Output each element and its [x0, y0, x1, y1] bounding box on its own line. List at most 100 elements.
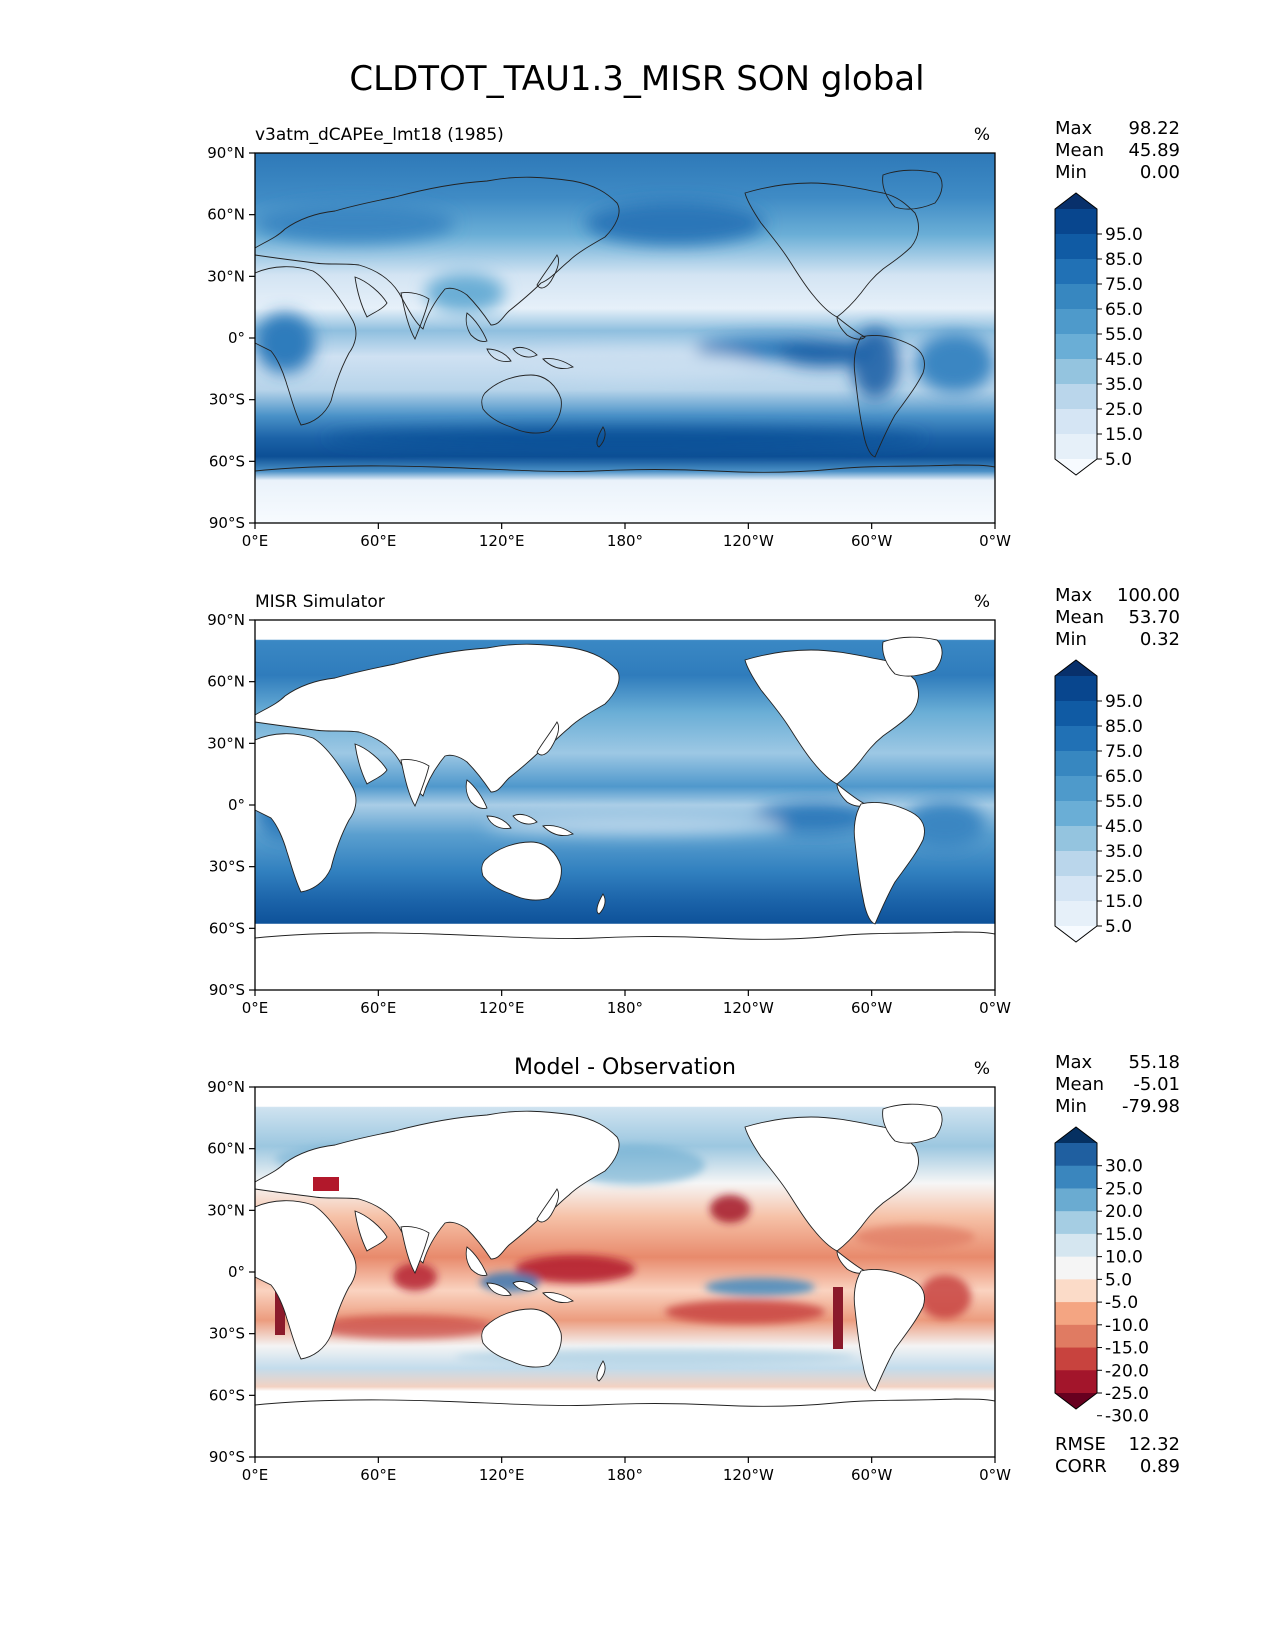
panel-model: v3atm_dCAPEe_lmt18 (1985) %	[207, 118, 1180, 550]
colorbar-label: 25.0	[1105, 1179, 1143, 1199]
panel-diff-extra-stats: RMSE 12.32 CORR 0.89	[1055, 1434, 1180, 1477]
diff-stat-min-label: Min	[1055, 1096, 1087, 1117]
lon-tick-label: 60°W	[851, 1466, 893, 1484]
lon-tick-label: 120°E	[479, 999, 525, 1017]
panel-diff: Model - Observation %	[207, 1052, 1180, 1484]
colorbar-extend-min	[1055, 1393, 1097, 1409]
colorbar-segment	[1055, 209, 1097, 235]
colorbar-label: -20.0	[1105, 1361, 1149, 1381]
colorbar-label: 75.0	[1105, 275, 1143, 295]
colorbar-segment	[1055, 726, 1097, 752]
colorbar-label: 45.0	[1105, 817, 1143, 837]
colorbar-label: -15.0	[1105, 1339, 1149, 1359]
colorbar-label: 15.0	[1105, 892, 1143, 912]
panel-diff-map: 90°N 60°N 30°N 0° 30°S 60°S 90°S 0°E 60°E 120°E 1…	[207, 1078, 1011, 1484]
colorbar-label: 85.0	[1105, 717, 1143, 737]
lat-tick-label: 30°S	[209, 1325, 245, 1343]
panel-obs-title: MISR Simulator	[255, 592, 385, 612]
lat-tick-label: 60°N	[207, 1140, 245, 1158]
colorbar-segment	[1055, 1143, 1097, 1167]
colorbar-label: 35.0	[1105, 842, 1143, 862]
panel-model-title: v3atm_dCAPEe_lmt18 (1985)	[255, 125, 504, 145]
lon-tick-label: 60°E	[360, 532, 396, 550]
lat-tick-label: 90°N	[207, 611, 245, 629]
colorbar-label: 25.0	[1105, 867, 1143, 887]
colorbar-label: 65.0	[1105, 300, 1143, 320]
colorbar-label: 95.0	[1105, 692, 1143, 712]
colorbar-segment	[1055, 776, 1097, 802]
colorbar-segment	[1055, 901, 1097, 927]
obs-stat-mean-value: 53.70	[1128, 607, 1180, 628]
panel-model-stats: Max 98.22 Mean 45.89 Min 0.00	[1055, 118, 1180, 183]
colorbar-segment	[1055, 259, 1097, 285]
lon-tick-label: 120°E	[479, 1466, 525, 1484]
colorbar-segment	[1055, 751, 1097, 777]
lat-tick-label: 60°S	[209, 919, 245, 937]
colorbar-label: 15.0	[1105, 425, 1143, 445]
colorbar-label: -5.0	[1105, 1293, 1138, 1313]
diff-stat-max-value: 55.18	[1128, 1052, 1180, 1073]
colorbar-segment	[1055, 1256, 1097, 1280]
model-stat-max-label: Max	[1055, 118, 1093, 139]
lat-tick-label: 30°S	[209, 391, 245, 409]
panel-model-lat-ticks: 90°N 60°N 30°N 0° 30°S 60°S 90°S	[207, 144, 255, 532]
lat-tick-label: 90°N	[207, 144, 245, 162]
colorbar-segment	[1055, 1347, 1097, 1371]
colorbar-label: -30.0	[1105, 1407, 1149, 1427]
lon-tick-label: 180°	[607, 1466, 643, 1484]
colorbar-segment	[1055, 1370, 1097, 1394]
colorbar-label: 45.0	[1105, 350, 1143, 370]
colorbar-segment	[1055, 284, 1097, 310]
lat-tick-label: 30°N	[207, 267, 245, 285]
model-stat-min-label: Min	[1055, 162, 1087, 183]
obs-stat-mean-label: Mean	[1055, 607, 1104, 628]
lon-tick-label: 120°E	[479, 532, 525, 550]
model-stat-max-value: 98.22	[1128, 118, 1180, 139]
colorbar-segment	[1055, 434, 1097, 460]
model-stat-mean-label: Mean	[1055, 140, 1104, 161]
panel-obs-units: %	[974, 592, 990, 612]
colorbar-segment	[1055, 409, 1097, 435]
lon-tick-label: 0°W	[979, 1466, 1011, 1484]
model-field-features	[255, 201, 995, 448]
colorbar-label: 85.0	[1105, 250, 1143, 270]
lon-tick-label: 0°E	[242, 532, 269, 550]
colorbar-label: 5.0	[1105, 450, 1132, 470]
lat-tick-label: 90°S	[209, 1448, 245, 1466]
colorbar-segment	[1055, 676, 1097, 702]
colorbar-label: 35.0	[1105, 375, 1143, 395]
diff-stat-rmse-value: 12.32	[1128, 1434, 1180, 1455]
lon-tick-label: 120°W	[723, 1466, 774, 1484]
lat-tick-label: 30°S	[209, 858, 245, 876]
diff-stat-max-label: Max	[1055, 1052, 1093, 1073]
panel-diff-lon-ticks: 0°E 60°E 120°E 180° 120°W 60°W 0°W	[242, 1457, 1011, 1484]
lon-tick-label: 180°	[607, 532, 643, 550]
panel-obs-lon-ticks: 0°E 60°E 120°E 180° 120°W 60°W 0°W	[242, 990, 1011, 1017]
lat-tick-label: 60°S	[209, 1386, 245, 1404]
colorbar-label: 20.0	[1105, 1202, 1143, 1222]
colorbar-label: -10.0	[1105, 1316, 1149, 1336]
lat-tick-label: 90°N	[207, 1078, 245, 1096]
colorbar-segment	[1055, 1233, 1097, 1258]
lon-tick-label: 120°W	[723, 532, 774, 550]
lat-tick-label: 90°S	[209, 981, 245, 999]
panel-obs: MISR Simulator % 90°N 60°N 30°N 0° 30°S 60°S 9…	[207, 585, 1180, 1017]
lon-tick-label: 60°E	[360, 1466, 396, 1484]
lat-tick-label: 0°	[228, 796, 245, 814]
colorbar-extend-max	[1055, 193, 1097, 209]
panel-model-map: 90°N 60°N 30°N 0° 30°S 60°S 90°S 0°E 60°E 120°E 1…	[207, 144, 1011, 550]
panel-diff-stats: Max 55.18 Mean -5.01 Min -79.98	[1055, 1052, 1180, 1117]
lat-tick-label: 60°N	[207, 206, 245, 224]
lat-tick-label: 30°N	[207, 734, 245, 752]
lon-tick-label: 60°W	[851, 532, 893, 550]
panel-diff-units: %	[974, 1059, 990, 1079]
colorbar-segment	[1055, 701, 1097, 727]
diff-stat-mean-label: Mean	[1055, 1074, 1104, 1095]
model-stat-mean-value: 45.89	[1128, 140, 1180, 161]
diff-stat-mean-value: -5.01	[1133, 1074, 1180, 1095]
colorbar-segment	[1055, 334, 1097, 360]
lat-tick-label: 60°N	[207, 673, 245, 691]
lat-tick-label: 30°N	[207, 1201, 245, 1219]
lon-tick-label: 120°W	[723, 999, 774, 1017]
colorbar-segment	[1055, 1279, 1097, 1303]
